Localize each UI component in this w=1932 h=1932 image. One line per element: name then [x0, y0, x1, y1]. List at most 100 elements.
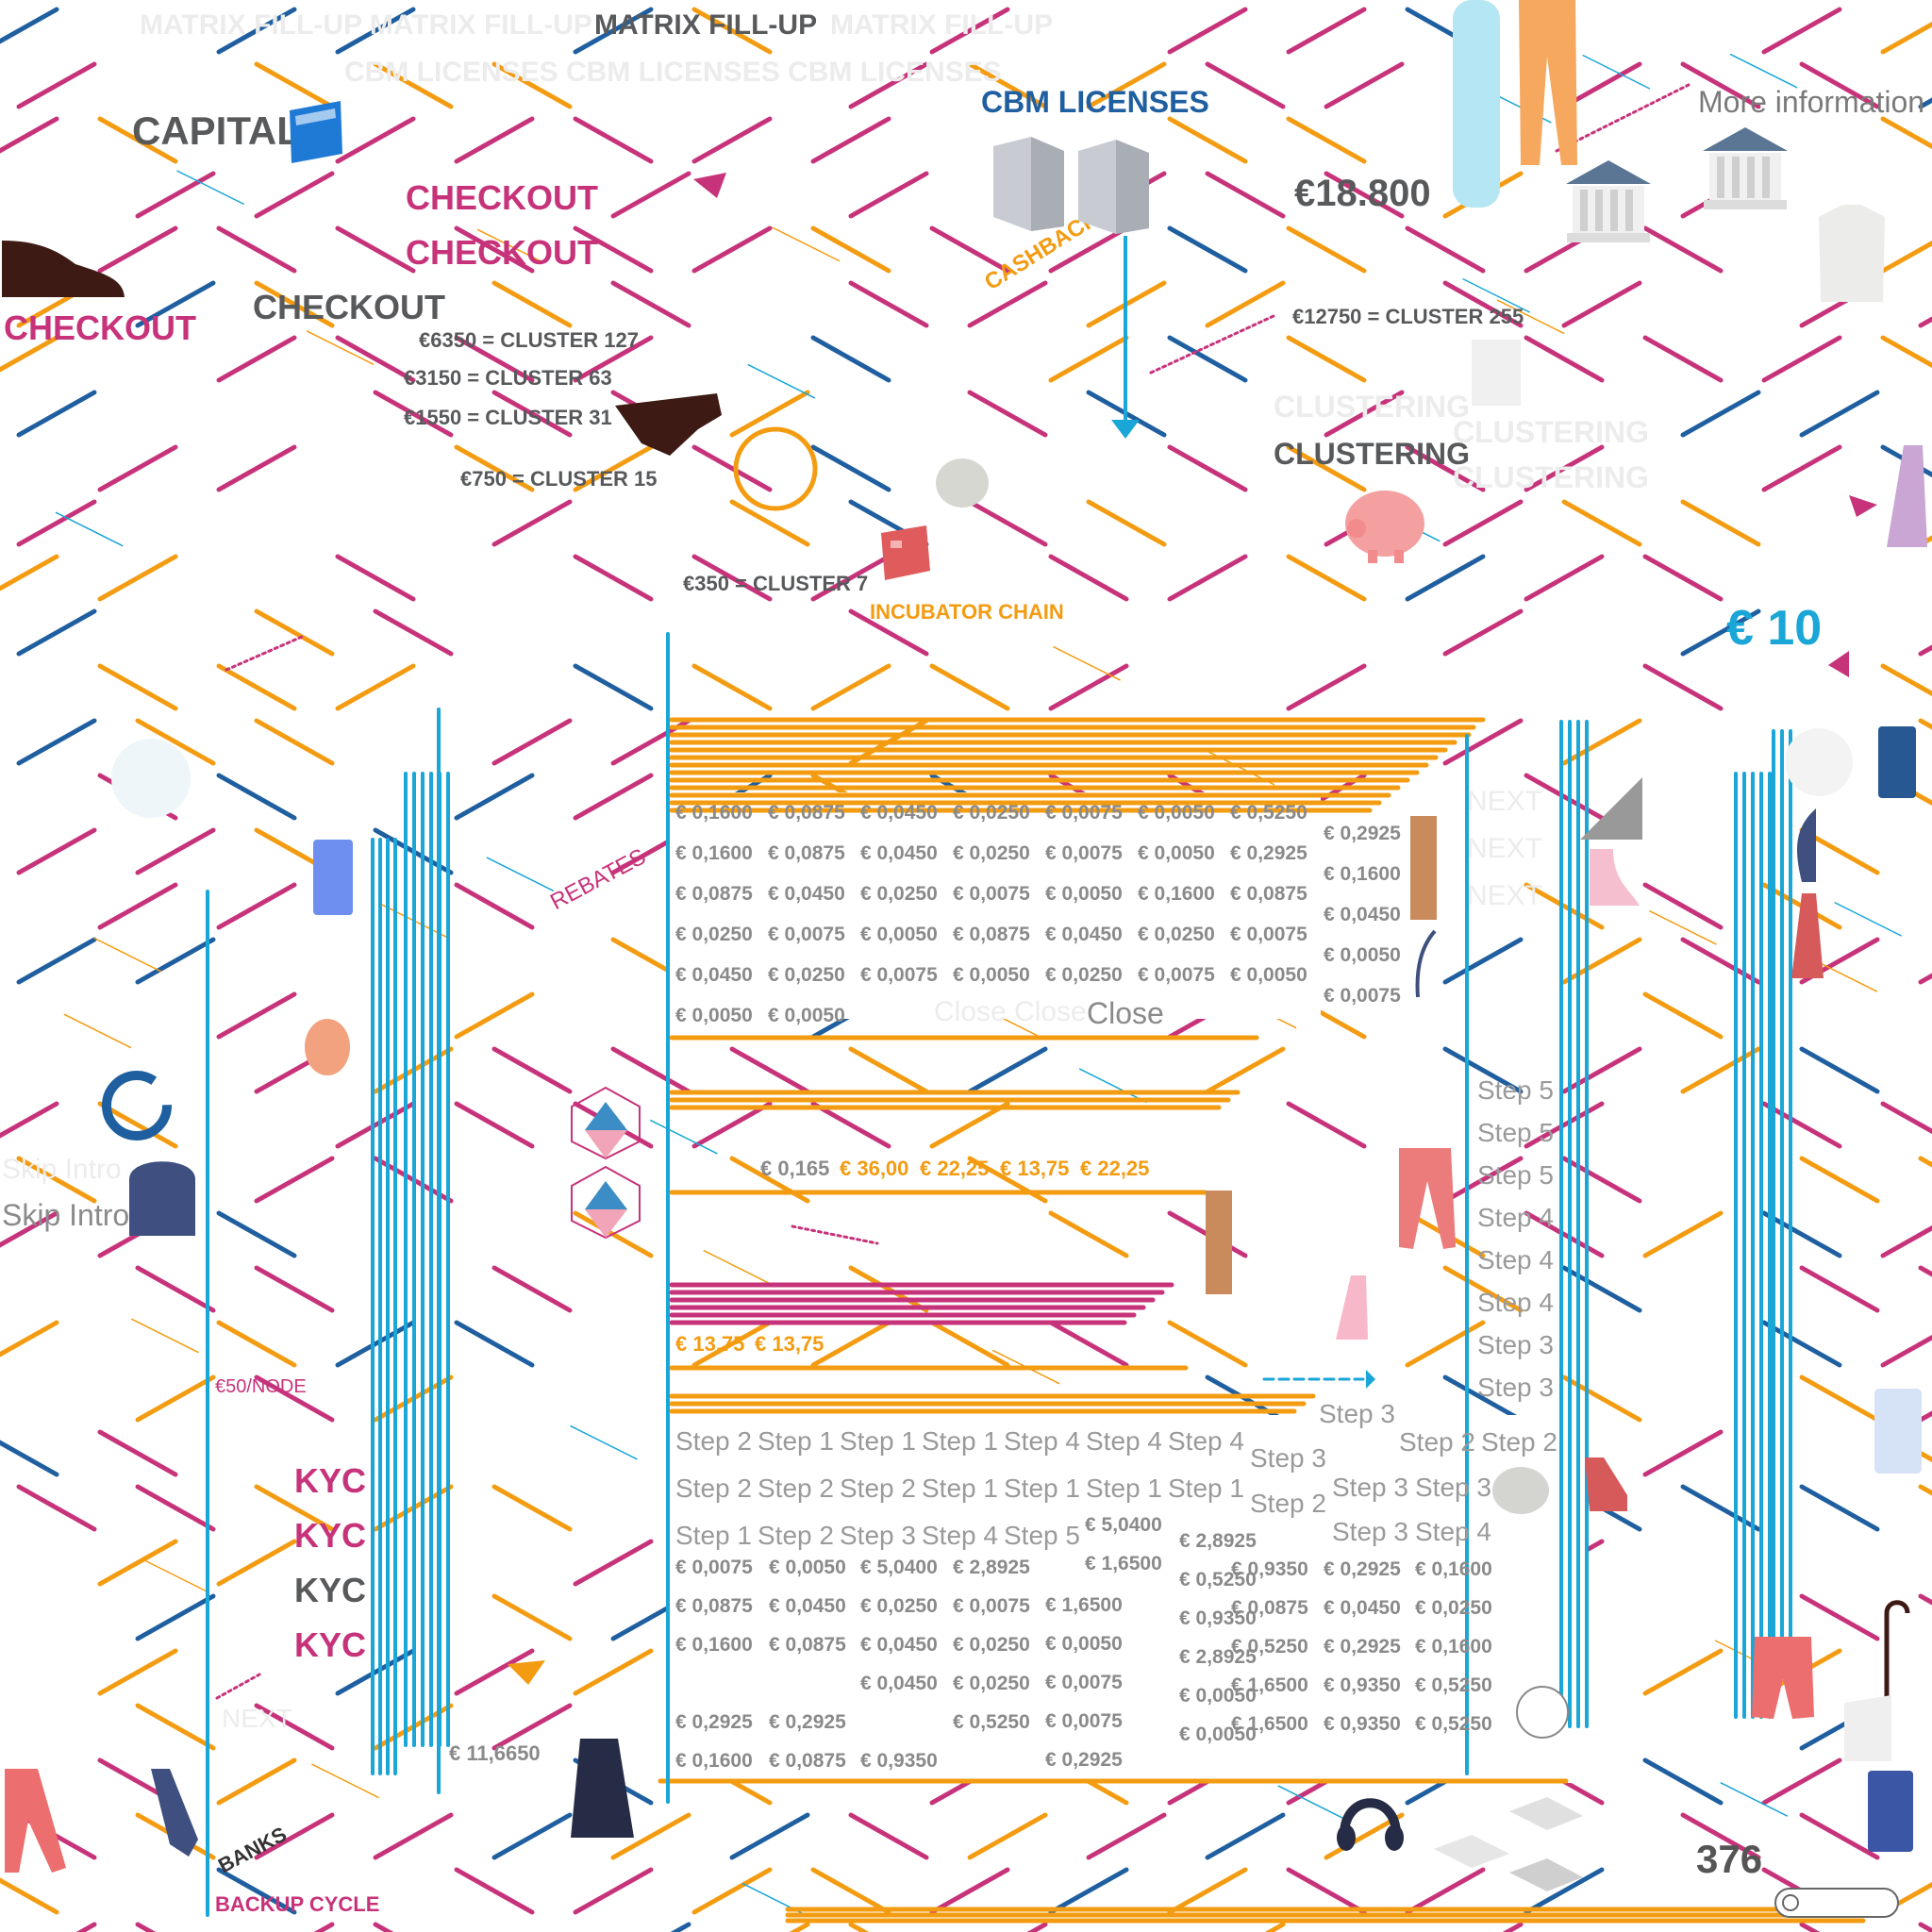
pattern-line: [16, 827, 97, 875]
pattern-line: [16, 937, 97, 985]
pattern-line: [573, 7, 654, 55]
grid-value: € 0,0875: [1230, 883, 1307, 905]
pattern-line: [810, 1101, 891, 1149]
pattern-line: [1286, 225, 1367, 274]
pattern-line: [1799, 1593, 1880, 1641]
accent-line: [650, 1119, 718, 1155]
pattern-line: [216, 1210, 297, 1258]
pattern-line: [335, 1101, 416, 1149]
orange-value-2: € 22,25: [920, 1157, 990, 1180]
pattern-line: [1286, 554, 1367, 602]
dotted-line: [225, 635, 304, 672]
pattern-line: [1761, 444, 1842, 492]
grid-value: € 0,0050: [1045, 1633, 1123, 1655]
step-label: Step 1: [1004, 1474, 1080, 1503]
step-label: Step 1: [922, 1474, 998, 1503]
pattern-line: [929, 225, 1010, 274]
grid-value: € 0,5250: [1179, 1569, 1257, 1591]
grid-value: € 0,0250: [860, 883, 938, 905]
pattern-line: [1405, 1867, 1486, 1915]
pattern-line: [454, 225, 535, 274]
pattern-line: [216, 1320, 297, 1368]
close-button[interactable]: Close: [1087, 996, 1164, 1030]
bank-icon-2: [1703, 127, 1788, 209]
cluster-255: €12750 = CLUSTER 255: [1292, 305, 1524, 328]
more-information-link[interactable]: More information: [1698, 85, 1925, 119]
pattern-line: [454, 1867, 535, 1915]
grid-value: € 0,2925: [1230, 842, 1307, 864]
arrow-head: [1366, 1370, 1375, 1389]
pattern-line: [1561, 61, 1642, 109]
step-pair-1b: Step 2: [1481, 1427, 1557, 1457]
pattern-line: [0, 1877, 59, 1915]
pattern-line: [1761, 7, 1842, 55]
steps-grid: Step 2 Step 1 Step 1 Step 1 Step 4 Step 4 Step…: [675, 1426, 1250, 1551]
pattern-line: [491, 390, 573, 438]
pattern-line: [1799, 1922, 1821, 1932]
pattern-line: [848, 280, 929, 328]
pattern-line: [1561, 499, 1642, 547]
bottom-grid-column: € 5,0400 € 0,0250 € 0,0450 € 0,0450 € 0,9350: [860, 1557, 938, 1774]
pattern-line: [1086, 499, 1167, 547]
step-pair-2b: Step 3: [1415, 1473, 1491, 1502]
skip-intro-ghost: Skip Intro: [2, 1154, 122, 1185]
step-label: Step 5: [1477, 1118, 1554, 1147]
pattern-line: [573, 554, 654, 602]
pattern-line: [1561, 718, 1642, 766]
grid-value: € 0,2925: [769, 1711, 846, 1733]
pattern-line: [1761, 335, 1842, 383]
step-label: Step 4: [1477, 1245, 1554, 1274]
pattern-line: [1205, 1812, 1286, 1860]
pattern-line: [1680, 1812, 1761, 1860]
coat-icon: [151, 1769, 198, 1857]
step-label: Step 3: [840, 1521, 916, 1550]
grid-value: € 0,1600: [1415, 1558, 1492, 1580]
pattern-line: [1880, 663, 1932, 697]
accent-line: [1277, 1785, 1346, 1820]
pattern-line: [216, 1757, 297, 1806]
pattern-line: [610, 1812, 691, 1860]
pattern-line: [691, 116, 773, 164]
grid-value: € 0,9350: [1231, 1558, 1308, 1580]
grid-value: € 0,0075: [953, 883, 1030, 905]
pattern-line: [1880, 21, 1932, 55]
orange-value-lower-2: € 13,75: [755, 1332, 824, 1356]
pattern-line: [491, 1484, 573, 1532]
clustering-ghost-3: CLUSTERING: [1453, 460, 1649, 494]
grid-value: € 0,0250: [953, 802, 1030, 824]
pattern-line: [810, 225, 891, 274]
pattern-line: [1799, 390, 1880, 438]
grid-value: € 0,0075: [1045, 1710, 1123, 1732]
grid-value: € 0,0250: [1415, 1597, 1492, 1619]
pattern-line: [1442, 1156, 1524, 1204]
grid-value: [675, 1673, 753, 1697]
grid-spacer: [1230, 1005, 1323, 1027]
pattern-line: [1167, 554, 1248, 602]
pattern-line: [691, 1867, 773, 1915]
sock-pink-icon: [1590, 849, 1640, 906]
step3-label-b: Step 3: [1250, 1443, 1326, 1473]
grid-side-value: € 0,0075: [1324, 985, 1401, 1007]
pattern-line: [1048, 554, 1129, 602]
accent-line: [131, 1318, 199, 1354]
skip-intro-button[interactable]: Skip Intro: [2, 1198, 130, 1232]
checkout-label-1: CHECKOUT: [406, 178, 598, 217]
dress-red-icon: [1791, 893, 1824, 978]
pattern-line: [848, 61, 929, 109]
grid-value: [860, 1711, 938, 1736]
pattern-line: [97, 116, 178, 164]
pattern-line: [848, 1812, 929, 1860]
pattern-line: [254, 171, 335, 219]
grid-value: € 0,0250: [953, 842, 1030, 864]
grid-value: € 0,0050: [1138, 802, 1215, 824]
pattern-line: [1880, 1101, 1932, 1135]
pattern-line: [135, 827, 216, 875]
book-icon: [1868, 1771, 1913, 1852]
pattern-line: [454, 116, 535, 164]
paper-icon: [1472, 340, 1521, 406]
pattern-line: [0, 1210, 59, 1248]
steps-right-column: Step 5 Step 5 Step 5 Step 4 Step 4 Step 4 Step…: [1477, 1075, 1554, 1403]
toggle-icon[interactable]: [1774, 1887, 1901, 1919]
pattern-line: [373, 61, 454, 109]
grid-value: € 0,1600: [675, 1750, 753, 1772]
